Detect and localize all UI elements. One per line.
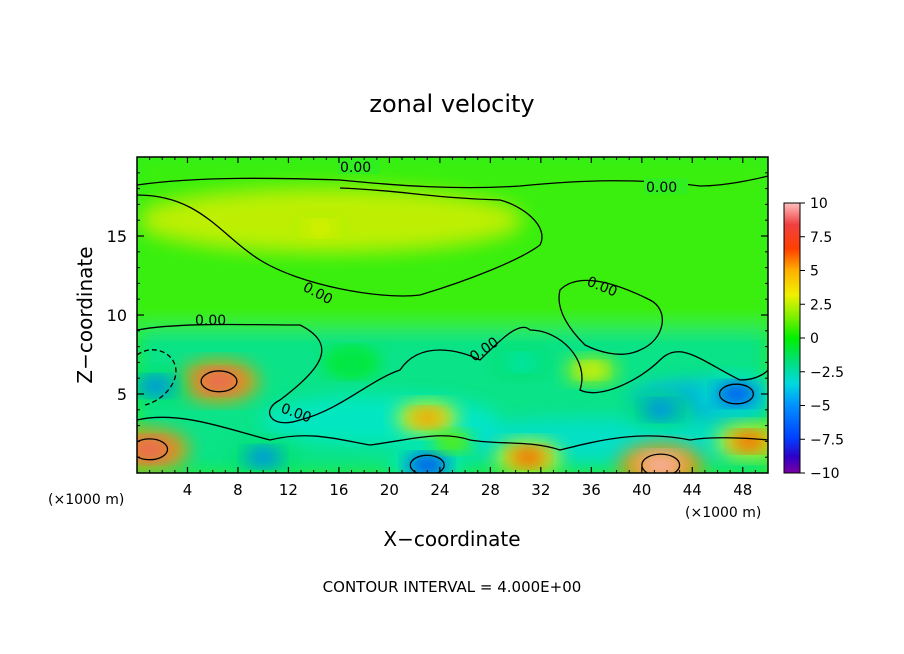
x-tick-label: 32: [531, 481, 550, 499]
field-features: [137, 214, 768, 473]
contour-line-lower: [137, 416, 768, 451]
colorbar-tick-label: −10: [810, 466, 840, 482]
y-tick-label: 10: [107, 306, 127, 325]
x-tick-label: 4: [183, 481, 193, 499]
field-feature: [406, 454, 448, 473]
x-axis-label: X−coordinate: [383, 527, 520, 551]
chart-title: zonal velocity: [369, 90, 534, 118]
y-tick-label: 15: [107, 227, 127, 246]
feature-contour: [409, 454, 445, 473]
contour-label: 0.00: [340, 160, 371, 176]
colorbar-tick-label: 0: [810, 331, 819, 347]
field-feature: [715, 383, 758, 405]
y-axis: 5 10 15: [107, 172, 768, 458]
colorbar-tick-label: 2.5: [810, 297, 832, 313]
x-tick-label: 28: [481, 481, 500, 499]
colorbar: [783, 202, 801, 474]
contour-lines: [137, 175, 768, 451]
contour-line-upper: [137, 187, 543, 297]
contour-label-bg: [644, 178, 688, 194]
field-bottom-cyan: [450, 418, 750, 462]
y-tick-label: 5: [117, 385, 127, 404]
contour-line-top: [137, 175, 768, 189]
colorbar-tick-label: 5: [810, 264, 819, 280]
x-axis: 4 8 12 16 20 24 28 32 36 40 44 48: [149, 157, 756, 499]
field-feature: [244, 447, 282, 467]
x-tick-label: 20: [380, 481, 399, 499]
x-tick-label: 44: [683, 481, 702, 499]
field-feature: [336, 354, 367, 370]
feature-contour: [718, 383, 755, 405]
contour-interval-note: CONTOUR INTERVAL = 4.000E+00: [323, 578, 582, 596]
colorbar-tick-label: 7.5: [810, 230, 832, 246]
colorbar-tick-label: −2.5: [810, 365, 844, 381]
field-feature: [730, 431, 768, 451]
x-tick-label: 24: [430, 481, 449, 499]
field-feature: [305, 220, 335, 236]
plot-area: 0.00 0.00 0.00 0.00 0.00 0.00 0.00: [137, 157, 768, 473]
contour-line-dashed: [137, 349, 177, 406]
colorbar-tick-label: −7.5: [810, 432, 844, 448]
field-feature: [509, 447, 547, 467]
feature-contour: [641, 453, 681, 473]
field-feature: [410, 408, 445, 427]
field-feature: [576, 362, 606, 378]
contour-line-middle: [137, 323, 768, 424]
x-tick-label: 8: [233, 481, 243, 499]
colorbar-tick-label: 10: [810, 196, 828, 212]
field-feature: [137, 437, 172, 461]
x-unit-left: (×1000 m): [48, 492, 124, 508]
x-tick-label: 40: [632, 481, 651, 499]
feature-contour: [200, 370, 238, 393]
contour-line-right: [558, 279, 663, 355]
x-tick-label: 48: [733, 481, 752, 499]
contour-label-bg: [338, 158, 380, 174]
colorbar-ticks: 10 7.5 5 2.5 0 −2.5 −5 −7.5 −10: [800, 196, 844, 482]
field-feature: [637, 453, 684, 473]
feature-contour: [137, 438, 169, 461]
contour-label: 0.00: [195, 313, 226, 329]
x-tick-label: 16: [329, 481, 348, 499]
x-tick-label: 12: [279, 481, 298, 499]
colorbar-tick-label: −5: [810, 399, 831, 415]
y-axis-label: Z−coordinate: [73, 246, 97, 383]
field-feature: [197, 369, 241, 393]
field-feature: [506, 354, 538, 371]
x-unit-right: (×1000 m): [685, 505, 761, 521]
field-feature: [137, 376, 175, 396]
field-feature: [642, 400, 679, 420]
field-feature: [440, 435, 465, 448]
contour-label: 0.00: [646, 180, 677, 196]
x-tick-label: 36: [582, 481, 601, 499]
